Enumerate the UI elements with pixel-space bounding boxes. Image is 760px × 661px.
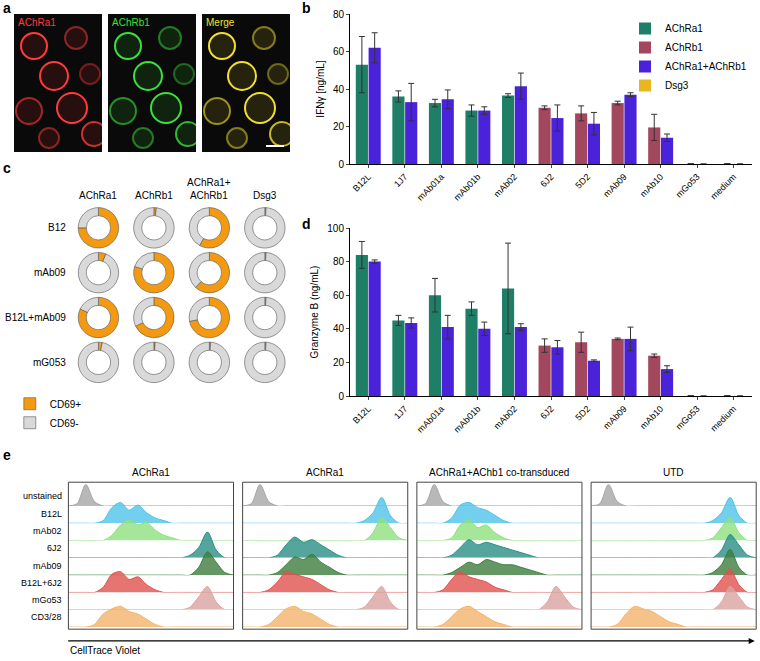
svg-text:mAb01b: mAb01b <box>452 404 483 435</box>
svg-text:60: 60 <box>333 46 345 57</box>
svg-text:IFNγ [ng/mL]: IFNγ [ng/mL] <box>315 60 326 117</box>
svg-text:CD69+: CD69+ <box>50 399 82 410</box>
svg-text:6J2: 6J2 <box>538 172 555 189</box>
svg-text:Dsg3: Dsg3 <box>253 190 277 201</box>
svg-text:mGo53: mGo53 <box>674 172 702 200</box>
svg-text:AChRb1: AChRb1 <box>135 190 173 201</box>
svg-text:mAb02: mAb02 <box>492 172 519 199</box>
html-text:b: b <box>302 0 311 16</box>
svg-text:mAb01a: mAb01a <box>415 404 446 435</box>
svg-text:Merge: Merge <box>206 17 235 28</box>
svg-text:mAb10: mAb10 <box>638 404 665 431</box>
svg-text:mAb01b: mAb01b <box>452 172 483 203</box>
svg-text:80: 80 <box>333 256 345 267</box>
svg-text:mG053: mG053 <box>33 357 66 368</box>
svg-text:40: 40 <box>333 84 345 95</box>
svg-text:B12L: B12L <box>41 509 62 519</box>
svg-text:mGo53: mGo53 <box>674 404 702 432</box>
svg-text:B12L: B12L <box>351 172 373 194</box>
svg-text:AChRa1: AChRa1 <box>306 467 344 478</box>
svg-text:AChRa1+AChRb1: AChRa1+AChRb1 <box>665 61 747 72</box>
svg-text:unstained: unstained <box>23 491 62 501</box>
svg-text:60: 60 <box>333 290 345 301</box>
svg-text:40: 40 <box>333 323 345 334</box>
svg-text:100: 100 <box>327 223 344 234</box>
svg-text:B12L+mAb09: B12L+mAb09 <box>5 312 66 323</box>
svg-text:AChRa1+AChRb1: AChRa1+AChRb1 <box>187 177 231 201</box>
svg-text:CD3/28: CD3/28 <box>31 612 62 622</box>
svg-text:AChRa1: AChRa1 <box>132 467 170 478</box>
svg-text:5D2: 5D2 <box>573 172 592 191</box>
svg-text:AChRb1: AChRb1 <box>112 17 150 28</box>
html-text:c: c <box>3 160 11 176</box>
svg-text:AChRa1: AChRa1 <box>665 23 703 34</box>
svg-text:0: 0 <box>338 159 344 170</box>
svg-text:UTD: UTD <box>663 467 684 478</box>
svg-text:B12L+6J2: B12L+6J2 <box>21 578 62 588</box>
svg-text:AChRb1: AChRb1 <box>665 42 703 53</box>
svg-text:mAb09: mAb09 <box>33 561 62 571</box>
svg-text:medium: medium <box>709 404 739 434</box>
svg-text:1J7: 1J7 <box>392 404 409 421</box>
svg-text:medium: medium <box>709 172 739 202</box>
svg-text:mAb09: mAb09 <box>34 267 66 278</box>
svg-text:1J7: 1J7 <box>392 172 409 189</box>
svg-text:AChRa1: AChRa1 <box>18 17 56 28</box>
svg-text:6J2: 6J2 <box>538 404 555 421</box>
svg-text:Granzyme B (ng/mL): Granzyme B (ng/mL) <box>309 266 320 359</box>
svg-text:mAb02: mAb02 <box>33 526 62 536</box>
svg-text:mAb01a: mAb01a <box>415 172 446 203</box>
html-text:e: e <box>3 447 11 463</box>
svg-text:6J2: 6J2 <box>47 543 62 553</box>
svg-text:0: 0 <box>338 391 344 402</box>
svg-text:CD69-: CD69- <box>50 418 79 429</box>
svg-text:B12L: B12L <box>351 404 373 426</box>
svg-text:80: 80 <box>333 9 345 20</box>
svg-text:CellTrace Violet: CellTrace Violet <box>70 645 140 656</box>
html-text:d: d <box>302 216 311 232</box>
svg-text:mGo53: mGo53 <box>32 595 62 605</box>
svg-text:mAb09: mAb09 <box>601 404 628 431</box>
svg-text:AChRa1: AChRa1 <box>79 190 117 201</box>
svg-text:20: 20 <box>333 121 345 132</box>
svg-text:5D2: 5D2 <box>573 404 592 423</box>
svg-text:AChRa1+AChb1 co-transduced: AChRa1+AChb1 co-transduced <box>429 467 569 478</box>
html-text:a: a <box>3 0 11 16</box>
svg-text:B12: B12 <box>48 222 66 233</box>
svg-text:mAb02: mAb02 <box>492 404 519 431</box>
svg-text:mAb09: mAb09 <box>601 172 628 199</box>
svg-text:Dsg3: Dsg3 <box>665 80 689 91</box>
svg-text:mAb10: mAb10 <box>638 172 665 199</box>
svg-text:20: 20 <box>333 357 345 368</box>
